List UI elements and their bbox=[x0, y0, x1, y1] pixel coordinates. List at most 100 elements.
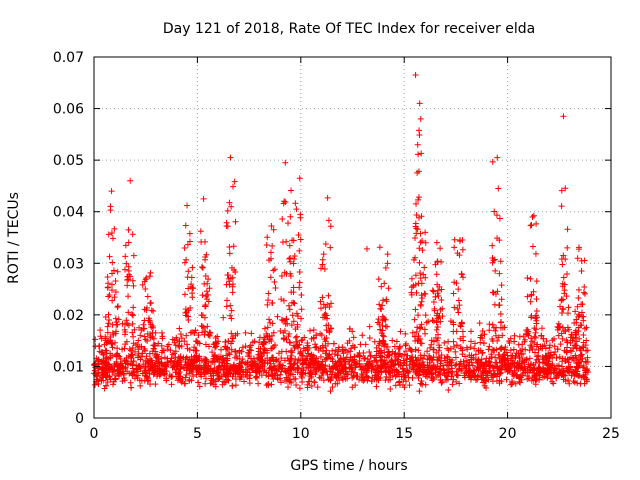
data-point bbox=[154, 365, 161, 372]
data-point bbox=[496, 215, 503, 222]
data-point bbox=[379, 313, 386, 320]
data-point bbox=[125, 276, 132, 283]
data-point bbox=[561, 281, 568, 288]
data-point bbox=[489, 158, 496, 165]
data-point bbox=[167, 347, 174, 354]
data-point bbox=[429, 317, 436, 324]
data-point bbox=[114, 367, 121, 374]
data-point bbox=[131, 369, 138, 376]
data-point bbox=[229, 289, 236, 296]
data-point bbox=[432, 293, 439, 300]
data-point bbox=[178, 379, 185, 386]
data-point bbox=[402, 342, 409, 349]
data-point bbox=[335, 344, 342, 351]
data-point bbox=[319, 370, 326, 377]
data-point bbox=[568, 369, 575, 376]
data-point bbox=[313, 343, 320, 350]
data-point bbox=[188, 357, 195, 364]
data-point bbox=[314, 384, 321, 391]
data-point bbox=[402, 378, 409, 385]
outlier-point bbox=[127, 177, 134, 184]
data-point bbox=[496, 301, 503, 308]
data-point bbox=[185, 316, 192, 323]
data-point bbox=[263, 242, 270, 249]
data-point bbox=[292, 343, 299, 350]
data-point bbox=[188, 377, 195, 384]
data-point bbox=[569, 337, 576, 344]
data-point bbox=[161, 363, 168, 370]
data-point bbox=[171, 350, 178, 357]
outlier-point bbox=[296, 175, 303, 182]
data-point bbox=[511, 338, 518, 345]
data-point bbox=[468, 328, 475, 335]
data-point bbox=[112, 375, 119, 382]
data-point bbox=[560, 328, 567, 335]
data-point bbox=[419, 238, 426, 245]
data-point bbox=[382, 377, 389, 384]
data-point bbox=[109, 329, 116, 336]
data-point bbox=[110, 267, 117, 274]
data-point bbox=[485, 358, 492, 365]
data-point bbox=[498, 296, 505, 303]
data-point bbox=[199, 329, 206, 336]
data-point bbox=[418, 378, 425, 385]
data-point bbox=[128, 311, 135, 318]
data-point bbox=[242, 371, 249, 378]
data-point bbox=[182, 222, 189, 229]
data-point bbox=[205, 362, 212, 369]
data-point bbox=[433, 239, 440, 246]
data-point bbox=[524, 293, 531, 300]
data-point bbox=[292, 200, 299, 207]
data-point bbox=[315, 347, 322, 354]
data-point bbox=[284, 320, 291, 327]
data-point bbox=[578, 268, 585, 275]
data-point bbox=[562, 256, 569, 263]
data-point bbox=[414, 141, 421, 148]
data-point bbox=[266, 316, 273, 323]
data-point bbox=[103, 382, 110, 389]
data-point bbox=[408, 284, 415, 291]
data-point bbox=[494, 370, 501, 377]
data-point bbox=[528, 314, 535, 321]
data-point bbox=[541, 342, 548, 349]
data-point bbox=[524, 275, 531, 282]
data-point bbox=[271, 372, 278, 379]
data-point bbox=[202, 341, 209, 348]
data-point bbox=[292, 334, 299, 341]
data-point bbox=[489, 337, 496, 344]
data-point bbox=[455, 366, 462, 373]
data-point bbox=[578, 309, 585, 316]
data-point bbox=[420, 371, 427, 378]
data-point bbox=[268, 366, 275, 373]
data-point bbox=[481, 331, 488, 338]
data-point bbox=[466, 362, 473, 369]
data-point bbox=[337, 355, 344, 362]
data-point bbox=[105, 311, 112, 318]
data-point bbox=[354, 352, 361, 359]
data-point bbox=[147, 355, 154, 362]
data-point bbox=[248, 330, 255, 337]
data-point bbox=[530, 288, 537, 295]
data-point bbox=[546, 344, 553, 351]
data-point bbox=[152, 381, 159, 388]
data-point bbox=[488, 354, 495, 361]
data-point bbox=[182, 306, 189, 313]
data-point bbox=[112, 288, 119, 295]
data-point bbox=[489, 289, 496, 296]
x-tick-label: 5 bbox=[193, 426, 202, 442]
data-point bbox=[516, 378, 523, 385]
data-point bbox=[183, 332, 190, 339]
data-point bbox=[289, 349, 296, 356]
data-point bbox=[153, 373, 160, 380]
data-point bbox=[465, 369, 472, 376]
data-point bbox=[230, 370, 237, 377]
data-point bbox=[325, 340, 332, 347]
data-point bbox=[560, 274, 567, 281]
data-point bbox=[94, 378, 101, 385]
data-point bbox=[532, 329, 539, 336]
data-point bbox=[561, 287, 568, 294]
data-point bbox=[361, 355, 368, 362]
data-point bbox=[122, 328, 129, 335]
data-point bbox=[227, 365, 234, 372]
data-point bbox=[374, 373, 381, 380]
